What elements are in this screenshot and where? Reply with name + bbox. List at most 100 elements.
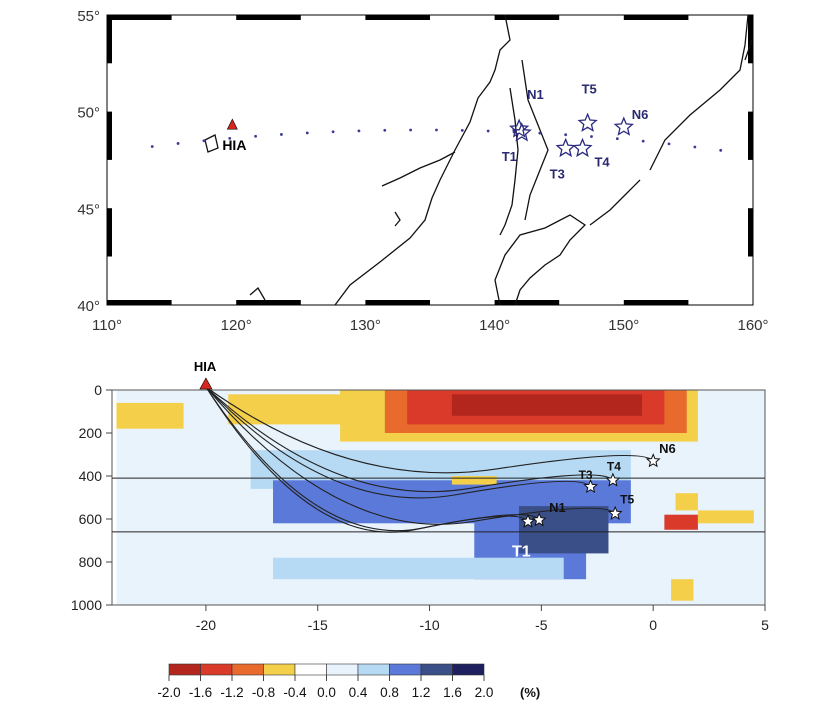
lon-tick-label: 130° <box>350 317 381 334</box>
lat-tick-label: 50° <box>77 105 100 122</box>
lon-tick-label: 120° <box>221 317 252 334</box>
lat-tick-label: 55° <box>77 8 100 25</box>
colorbar-label: -1.6 <box>189 685 212 700</box>
path-dot <box>641 139 645 143</box>
event-star-icon <box>555 137 576 158</box>
colorbar-label: -1.2 <box>220 685 243 700</box>
ray-path <box>205 386 614 493</box>
x-tick-label: -20 <box>196 617 216 633</box>
event-label: T5 <box>620 493 634 507</box>
lon-tick-label: 150° <box>608 317 639 334</box>
frame-bar <box>494 15 560 20</box>
path-dot <box>202 139 206 143</box>
path-dot <box>357 129 361 133</box>
colorbar-label: -2.0 <box>157 685 180 700</box>
event-label: T3 <box>579 468 593 482</box>
event-label: N1 <box>549 500 566 515</box>
anomaly-cell <box>451 394 643 416</box>
path-dot <box>254 134 257 138</box>
colorbar-swatch <box>420 663 453 676</box>
x-tick-label: 5 <box>761 617 769 633</box>
x-tick-label: 0 <box>649 617 657 633</box>
colorbar-swatch <box>389 663 422 676</box>
path-dot <box>150 145 154 148</box>
frame-bar <box>107 15 112 64</box>
event-star-icon <box>607 505 623 520</box>
frame-bar <box>623 300 689 305</box>
event-star-icon <box>605 472 621 487</box>
frame-bar <box>748 208 753 257</box>
station-triangle-icon <box>226 118 238 130</box>
event-label: N6 <box>659 441 676 456</box>
anomaly-cell <box>664 514 698 530</box>
path-dot <box>435 128 438 132</box>
ray-path <box>205 386 592 499</box>
path-dot <box>564 133 568 137</box>
map-panel: HIA N1 T1 T3 T4 T5 N6 110° 120° 130° 140° 150° 160°… <box>77 8 768 334</box>
ray-path <box>205 386 616 525</box>
frame-bar <box>748 111 753 160</box>
map-frame <box>106 14 754 306</box>
x-tick-label: -15 <box>308 617 328 633</box>
colorbar-swatch <box>294 663 327 676</box>
anomaly-cell <box>116 402 184 429</box>
frame-bar <box>107 15 172 20</box>
path-dot <box>538 131 542 135</box>
coastlines <box>204 14 753 306</box>
anomaly-cell <box>697 510 754 524</box>
y-tick-label: 600 <box>79 511 103 527</box>
frame-bar <box>623 15 689 20</box>
colorbar-label: 1.2 <box>412 685 431 700</box>
event-label: T4 <box>607 459 621 473</box>
event-label: N1 <box>527 87 544 102</box>
path-dot <box>228 136 232 140</box>
colorbar-label: -0.4 <box>283 685 307 700</box>
lat-tick-label: 40° <box>77 298 100 315</box>
colorbar-label: 0.0 <box>317 685 336 700</box>
path-dot <box>667 142 671 146</box>
anomaly-cell <box>451 476 497 485</box>
colorbar-swatch <box>263 663 296 676</box>
frame-bar <box>494 300 560 305</box>
frame-bar <box>236 300 301 305</box>
colorbar-label: 1.6 <box>443 685 462 700</box>
frame-bar <box>365 300 430 305</box>
path-dot <box>615 137 619 141</box>
path-dot <box>719 148 723 152</box>
cross-section-panel: HIA N1 T1 T3 T4 T5 N6 -20 -15 -10 -5 0 5 0 200 400 600… <box>71 359 769 633</box>
ray-path <box>205 386 654 474</box>
x-tick-label: -10 <box>419 617 439 633</box>
anomaly-cell <box>519 506 609 554</box>
section-frame <box>111 389 766 606</box>
path-dot <box>693 145 697 149</box>
colorbar-label: 0.4 <box>349 685 368 700</box>
frame-bar <box>107 111 112 160</box>
colorbar-swatch <box>231 663 264 676</box>
path-dot <box>486 129 490 133</box>
station-triangle-icon <box>199 377 213 390</box>
frame-bar <box>107 208 112 257</box>
event-star-icon <box>572 137 593 158</box>
event-label: N6 <box>632 107 649 122</box>
y-tick-label: 800 <box>79 554 103 570</box>
colorbar-swatch <box>452 663 485 676</box>
event-label: T1 <box>512 544 531 561</box>
colorbar-label: 2.0 <box>475 685 494 700</box>
event-star-icon <box>508 118 530 138</box>
x-tick-label: -5 <box>535 617 548 633</box>
event-star-icon <box>531 512 547 527</box>
frame-bar <box>748 15 753 64</box>
event-star-icon <box>520 513 536 528</box>
frame-bar <box>236 15 301 20</box>
anomaly-cell <box>675 493 698 511</box>
colorbar-swatch <box>200 663 233 676</box>
lat-tick-label: 45° <box>77 201 100 218</box>
path-dot <box>460 128 464 132</box>
great-circle-path <box>150 128 723 152</box>
path-dot <box>280 133 283 136</box>
event-star-icon <box>577 112 598 132</box>
event-label: T4 <box>594 154 610 169</box>
frame-bar <box>365 15 430 20</box>
event-star-icon <box>511 122 532 142</box>
